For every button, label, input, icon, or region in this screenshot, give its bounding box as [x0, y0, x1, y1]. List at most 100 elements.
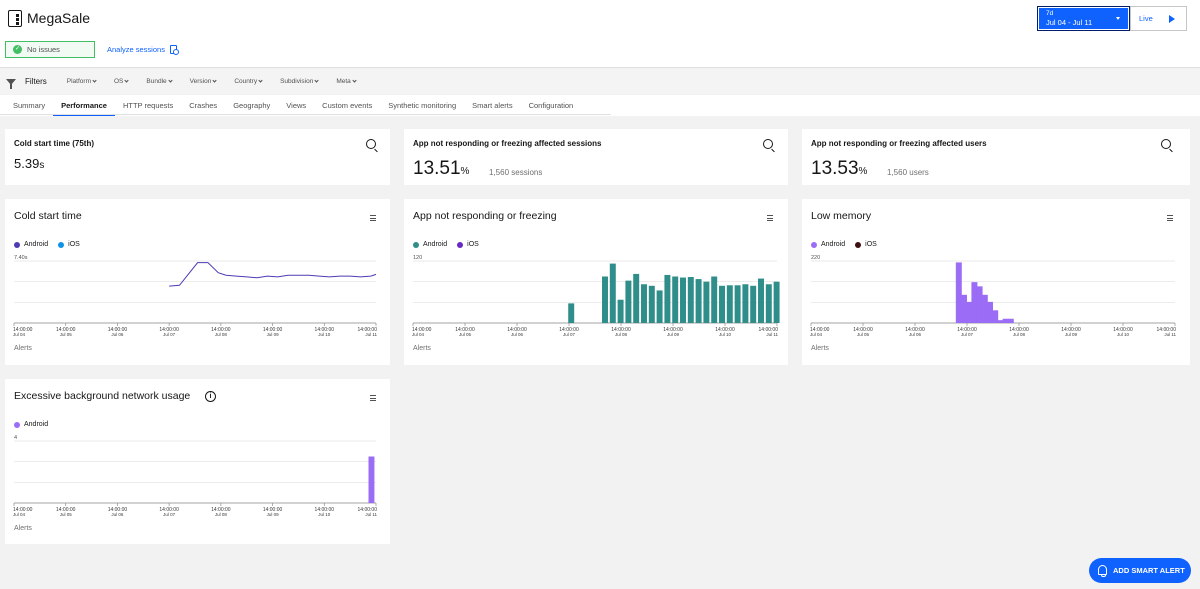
kpi-title: App not responding or freezing affected …: [413, 139, 602, 148]
date-range-picker[interactable]: 7d Jul 04 - Jul 11: [1037, 6, 1130, 31]
zoom-icon[interactable]: [1161, 139, 1171, 149]
bar[interactable]: [602, 276, 608, 324]
menu-icon[interactable]: [767, 215, 773, 221]
bar[interactable]: [719, 285, 725, 323]
tab-synthetic-monitoring[interactable]: Synthetic monitoring: [388, 101, 457, 110]
bar[interactable]: [1002, 318, 1009, 323]
kpi-card-anr-sessions: App not responding or freezing affected …: [404, 129, 788, 185]
legend-item[interactable]: Android: [14, 421, 48, 428]
chevron-down-icon: [212, 78, 217, 83]
tab-crashes[interactable]: Crashes: [189, 101, 218, 110]
x-tick-date: Jul 06: [111, 332, 124, 337]
menu-icon[interactable]: [370, 215, 376, 221]
add-smart-alert-button[interactable]: ADD SMART ALERT: [1089, 558, 1191, 583]
chevron-down-icon: [168, 78, 173, 83]
bar[interactable]: [976, 286, 983, 323]
legend-item[interactable]: Android: [14, 241, 48, 248]
filter-dropdown-label: OS: [113, 78, 124, 85]
filter-icon[interactable]: [6, 78, 16, 89]
bar[interactable]: [765, 284, 772, 323]
tab-smart-alerts[interactable]: Smart alerts: [472, 101, 513, 110]
bar[interactable]: [758, 278, 764, 323]
bar[interactable]: [368, 456, 375, 504]
chevron-down-icon: [352, 78, 357, 83]
alerts-label[interactable]: Alerts: [14, 525, 32, 532]
alerts-label[interactable]: Alerts: [413, 345, 431, 352]
info-icon[interactable]: i: [205, 391, 216, 402]
bar[interactable]: [971, 282, 978, 323]
series-line[interactable]: [169, 262, 377, 287]
kpi-number: 13.53: [811, 158, 859, 179]
legend-item[interactable]: iOS: [855, 241, 877, 248]
legend-item[interactable]: iOS: [457, 241, 479, 248]
filters-label[interactable]: Filters: [25, 77, 47, 86]
tab-performance[interactable]: Performance: [53, 95, 115, 116]
x-tick-label: 14:00:00: [263, 327, 283, 333]
alerts-label[interactable]: Alerts: [811, 345, 829, 352]
bar[interactable]: [648, 285, 655, 323]
bar[interactable]: [773, 281, 780, 323]
tab-geography[interactable]: Geography: [233, 101, 271, 110]
bar[interactable]: [734, 285, 741, 323]
bar[interactable]: [726, 285, 733, 323]
bar[interactable]: [961, 294, 967, 323]
bar[interactable]: [997, 320, 1004, 323]
bar[interactable]: [633, 273, 640, 323]
bar[interactable]: [687, 277, 694, 323]
menu-icon[interactable]: [1167, 215, 1173, 221]
tab-views[interactable]: Views: [286, 101, 307, 110]
menu-icon[interactable]: [370, 395, 376, 401]
bar[interactable]: [680, 277, 686, 323]
bar[interactable]: [641, 284, 647, 323]
bar[interactable]: [672, 276, 679, 324]
bar[interactable]: [750, 285, 757, 323]
filter-dropdown[interactable]: Platform: [67, 78, 97, 85]
bar[interactable]: [664, 274, 671, 323]
legend-item[interactable]: Android: [413, 241, 447, 248]
filter-dropdown[interactable]: Country: [234, 78, 263, 85]
chevron-down-icon: [258, 78, 263, 83]
bar[interactable]: [981, 294, 988, 323]
zoom-icon[interactable]: [366, 139, 376, 149]
filter-dropdown[interactable]: Subdivision: [280, 78, 319, 85]
tab-summary[interactable]: Summary: [13, 101, 46, 110]
bar[interactable]: [617, 299, 624, 323]
filter-dropdown[interactable]: Bundle: [146, 78, 173, 85]
bar[interactable]: [695, 279, 702, 323]
chart-card-cold-start: Cold start time Android iOS 7.40s 14:00:0…: [5, 199, 390, 365]
bar[interactable]: [656, 290, 663, 323]
bar[interactable]: [987, 301, 993, 323]
legend-dot: [457, 241, 464, 248]
live-button[interactable]: Live: [1130, 6, 1187, 31]
filter-dropdown[interactable]: Version: [190, 78, 217, 85]
bar[interactable]: [966, 301, 973, 323]
x-tick-label: 14:00:00: [1009, 327, 1029, 333]
legend-item[interactable]: iOS: [58, 241, 80, 248]
bar[interactable]: [609, 263, 616, 323]
legend-item[interactable]: Android: [811, 241, 845, 248]
x-tick-date: Jul 11: [365, 332, 377, 337]
bar[interactable]: [568, 303, 575, 323]
bar[interactable]: [992, 310, 999, 323]
zoom-icon[interactable]: [763, 139, 773, 149]
bell-icon: [1098, 565, 1107, 577]
tab-configuration[interactable]: Configuration: [528, 101, 574, 110]
tab-http-requests[interactable]: HTTP requests: [122, 101, 174, 110]
filter-dropdown[interactable]: OS: [113, 78, 130, 85]
x-tick-date: Jul 07: [163, 332, 176, 337]
bar[interactable]: [711, 276, 718, 324]
alerts-label[interactable]: Alerts: [14, 345, 32, 352]
status-badge: ✓ No issues: [5, 41, 95, 58]
bar[interactable]: [625, 280, 632, 323]
analyze-sessions-link[interactable]: Analyze sessions: [107, 45, 179, 55]
x-tick-label: 14:00:00: [108, 507, 128, 513]
bar[interactable]: [703, 281, 710, 323]
bar[interactable]: [742, 284, 749, 323]
x-tick-date: Jul 05: [60, 512, 73, 517]
filter-dropdown[interactable]: Meta: [336, 78, 357, 85]
tab-custom-events[interactable]: Custom events: [322, 101, 373, 110]
bar[interactable]: [1007, 318, 1014, 323]
bar[interactable]: [955, 262, 962, 323]
